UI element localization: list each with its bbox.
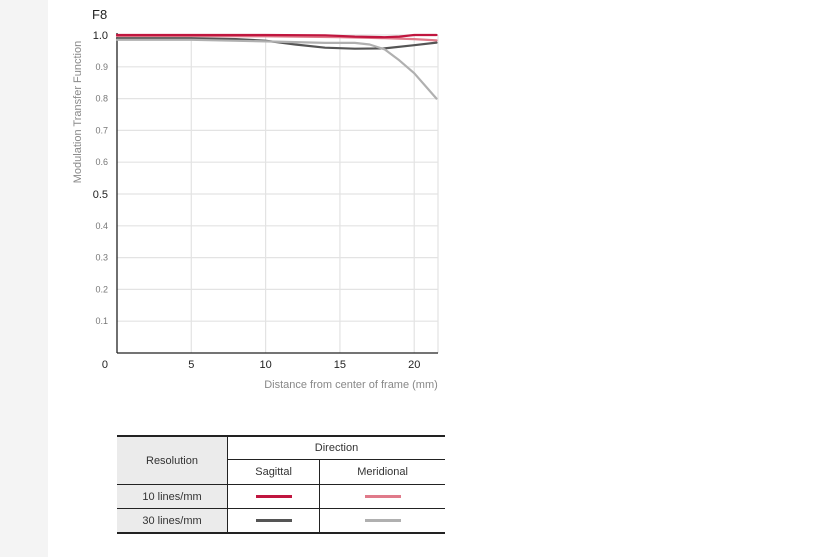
resolution-header: Resolution xyxy=(117,436,228,485)
y-tick-label-0.2: 0.2 xyxy=(95,284,108,294)
y-axis-label: Modulation Transfer Function xyxy=(72,41,84,183)
x-tick-label-15: 15 xyxy=(334,359,346,371)
chart-title: F8 xyxy=(92,7,107,22)
y-tick-label-0.6: 0.6 xyxy=(95,157,108,167)
y-tick-label-0.8: 0.8 xyxy=(95,94,108,104)
y-tick-label-0.1: 0.1 xyxy=(95,316,108,326)
swatch-30-meridional xyxy=(364,519,401,523)
swatch-30-sagittal xyxy=(255,519,292,523)
origin-tick-label: 0 xyxy=(102,359,108,371)
legend-row-label-10: 10 lines/mm xyxy=(117,484,228,509)
legend-cell-10-sagittal xyxy=(226,484,320,509)
y-tick-label-1.0: 1.0 xyxy=(93,30,108,42)
y-tick-label-0.5: 0.5 xyxy=(93,189,108,201)
direction-header: Direction xyxy=(227,436,445,460)
y-tick-label-0.4: 0.4 xyxy=(95,221,108,231)
legend-cell-10-meridional xyxy=(319,484,445,509)
legend-cell-30-sagittal xyxy=(226,508,320,533)
legend-row-label-30: 30 lines/mm xyxy=(117,508,228,533)
series-line-1 xyxy=(115,33,438,39)
swatch-10-meridional xyxy=(364,495,401,499)
tick-labels: 0.1 0.2 0.3 0.4 0.5 0.6 0.7 0.8 0.9 1.0 0 5 10 15 20 xyxy=(93,30,421,371)
x-axis-label: Distance from center of frame (mm) xyxy=(264,379,438,391)
sagittal-header: Sagittal xyxy=(226,459,320,485)
series-lines xyxy=(115,33,438,100)
axes xyxy=(116,33,438,354)
series-line-3 xyxy=(115,37,438,50)
y-tick-label-0.9: 0.9 xyxy=(95,62,108,72)
grid xyxy=(117,34,439,353)
x-tick-label-5: 5 xyxy=(188,359,194,371)
x-tick-label-20: 20 xyxy=(408,359,420,371)
y-tick-label-0.7: 0.7 xyxy=(95,125,108,135)
y-tick-label-0.3: 0.3 xyxy=(95,253,108,263)
legend-table: Resolution Direction Sagittal Meridional… xyxy=(117,435,445,534)
legend-cell-30-meridional xyxy=(319,508,445,533)
series-line-4 xyxy=(115,38,438,100)
x-tick-label-10: 10 xyxy=(259,359,271,371)
swatch-10-sagittal xyxy=(255,495,292,499)
meridional-header: Meridional xyxy=(319,459,445,485)
